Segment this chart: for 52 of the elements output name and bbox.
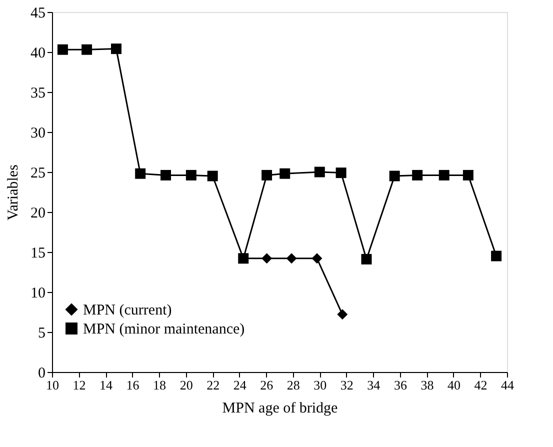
point [336, 168, 346, 178]
legend-label: MPN (minor maintenance) [83, 322, 245, 338]
x-tick-label: 20 [180, 378, 193, 392]
y-tick-label: 15 [30, 246, 46, 262]
x-tick-label: 44 [501, 378, 514, 392]
point [160, 170, 171, 180]
y-tick-label: 10 [30, 286, 46, 302]
y-tick-label: 40 [30, 46, 46, 62]
x-tick-label: 22 [206, 378, 220, 392]
x-tick-label: 30 [314, 378, 327, 392]
point [361, 254, 372, 264]
point [286, 253, 297, 264]
legend-label: MPN (current) [83, 302, 172, 318]
x-tick-label: 40 [447, 378, 460, 392]
y-tick-label: 35 [30, 86, 46, 102]
x-axis-title: MPN age of bridge [222, 400, 338, 416]
x-tick-label: 32 [340, 378, 354, 392]
y-tick-label: 25 [30, 166, 46, 182]
point [262, 170, 272, 180]
y-tick-label: 20 [30, 206, 46, 222]
x-tick-label: 14 [100, 378, 114, 392]
point [110, 44, 122, 54]
point [462, 170, 474, 180]
point [314, 166, 325, 178]
y-tick-label: 0 [38, 366, 46, 382]
point [57, 44, 68, 55]
point [337, 309, 348, 320]
x-tick-label: 38 [420, 378, 434, 392]
x-tick-label: 36 [394, 378, 408, 392]
y-tick-label: 30 [30, 126, 46, 142]
x-tick-label: 12 [72, 378, 86, 392]
y-tick-label: 5 [38, 326, 46, 342]
point [438, 170, 450, 180]
y-tick-label: 45 [30, 6, 46, 22]
y-axis-title: Variables [6, 164, 22, 220]
point [491, 250, 502, 262]
point [262, 253, 272, 264]
x-tick-label: 16 [126, 378, 140, 392]
point [207, 170, 218, 182]
point [412, 170, 423, 180]
x-tick-label: 26 [260, 378, 274, 392]
x-tick-label: 28 [286, 378, 300, 392]
x-tick-label: 24 [233, 378, 247, 392]
point [186, 170, 196, 180]
x-tick-label: 42 [474, 378, 488, 392]
x-tick-label: 18 [153, 378, 166, 392]
point [389, 170, 400, 182]
point [135, 168, 146, 179]
point [82, 44, 92, 55]
x-tick-label: 34 [367, 378, 381, 392]
point [280, 168, 290, 179]
point [312, 253, 322, 264]
